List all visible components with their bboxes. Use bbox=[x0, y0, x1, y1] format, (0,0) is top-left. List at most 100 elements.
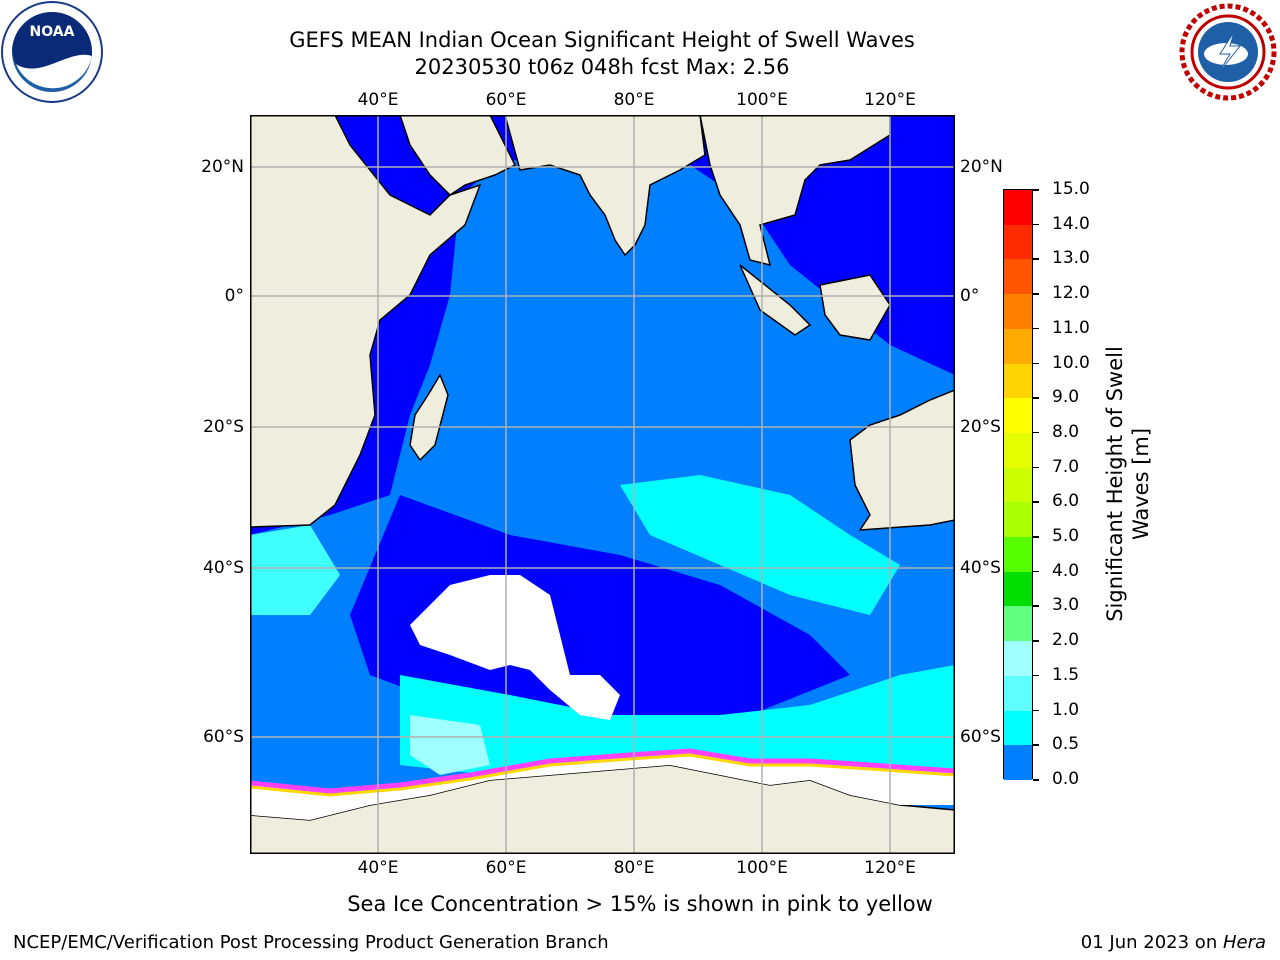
colorbar-segment bbox=[1004, 432, 1032, 469]
colorbar-tick bbox=[1033, 779, 1039, 781]
colorbar-tick-label: 13.0 bbox=[1052, 248, 1090, 269]
colorbar-segment bbox=[1004, 675, 1032, 712]
footer-host: Hera bbox=[1222, 932, 1266, 953]
colorbar-tick bbox=[1033, 223, 1039, 226]
lat-label-left: 60°S bbox=[203, 727, 244, 747]
colorbar-tick-label: 8.0 bbox=[1052, 421, 1080, 442]
colorbar-segment bbox=[1004, 224, 1032, 260]
lat-label-right: 60°S bbox=[960, 727, 1001, 747]
colorbar-label-line2: Waves [m] bbox=[1129, 427, 1153, 541]
colorbar-tick-label: 11.0 bbox=[1052, 317, 1090, 338]
swell-band-1-1-5-south bbox=[400, 665, 955, 775]
colorbar-tick-label: 3.0 bbox=[1052, 595, 1080, 616]
india bbox=[504, 115, 706, 257]
colorbar-segment bbox=[1004, 571, 1032, 607]
colorbar-segment bbox=[1004, 467, 1032, 503]
graticule bbox=[250, 115, 955, 854]
colorbar-tick-label: 10.0 bbox=[1052, 352, 1090, 373]
swell-band-1-1-5 bbox=[620, 475, 900, 615]
lat-label-right: 0° bbox=[960, 286, 980, 306]
swell-band-1-5-2 bbox=[250, 525, 340, 615]
colorbar-tick-label: 9.0 bbox=[1052, 387, 1080, 408]
lat-label-right: 20°N bbox=[960, 157, 1003, 177]
swell-band-1-south-strip bbox=[250, 695, 400, 785]
colorbar-tick-label: 0.5 bbox=[1052, 734, 1080, 755]
colorbar-tick bbox=[1033, 605, 1039, 607]
colorbar-segment bbox=[1004, 398, 1032, 434]
lon-label-top: 80°E bbox=[613, 90, 655, 110]
colorbar-segment bbox=[1004, 190, 1032, 226]
lon-label-bottom: 100°E bbox=[736, 858, 788, 878]
colorbar-tick bbox=[1033, 744, 1039, 746]
colorbar-tick bbox=[1033, 709, 1039, 712]
svg-text:NOAA: NOAA bbox=[30, 24, 75, 40]
colorbar-tick bbox=[1033, 258, 1039, 260]
lon-label-top: 60°E bbox=[485, 90, 527, 110]
arabia bbox=[399, 115, 517, 196]
lon-label-bottom: 40°E bbox=[357, 858, 399, 878]
lon-label-top: 40°E bbox=[357, 90, 399, 110]
lat-label-left: 20°N bbox=[201, 157, 244, 177]
colorbar-tick bbox=[1033, 466, 1039, 469]
lat-label-right: 40°S bbox=[960, 558, 1001, 578]
colorbar-segment bbox=[1004, 606, 1032, 642]
colorbar-tick-label: 15.0 bbox=[1052, 179, 1090, 199]
colorbar-label-line1: Significant Height of Swell bbox=[1103, 346, 1127, 622]
footer-date: 01 Jun 2023 on Hera bbox=[1081, 932, 1266, 954]
colorbar-segment bbox=[1004, 363, 1032, 399]
colorbar-tick bbox=[1033, 501, 1039, 503]
colorbar-tick-label: 0.0 bbox=[1052, 769, 1080, 789]
colorbar-tick bbox=[1033, 536, 1039, 538]
swell-band-deep-south bbox=[350, 495, 850, 725]
colorbar-tick-label: 2.0 bbox=[1052, 630, 1080, 651]
lat-label-left: 40°S bbox=[203, 558, 244, 578]
se-asia bbox=[699, 115, 891, 267]
colorbar-tick-label: 1.5 bbox=[1052, 664, 1080, 685]
sumatra bbox=[739, 264, 812, 336]
colorbar-tick-label: 14.0 bbox=[1052, 213, 1090, 234]
colorbar-tick bbox=[1033, 640, 1039, 642]
colorbar-segment bbox=[1004, 710, 1032, 746]
ice-shelf-band bbox=[250, 755, 955, 820]
footer-credit: NCEP/EMC/Verification Post Processing Pr… bbox=[13, 932, 609, 953]
noaa-logo: NOAA bbox=[1, 1, 103, 103]
lon-label-bottom: 120°E bbox=[864, 858, 916, 878]
lon-label-bottom: 80°E bbox=[613, 858, 655, 878]
colorbar-tick-label: 4.0 bbox=[1052, 560, 1080, 581]
madagascar bbox=[409, 373, 449, 462]
colorbar-tick-label: 7.0 bbox=[1052, 456, 1080, 477]
colorbar-tick-label: 5.0 bbox=[1052, 526, 1080, 547]
colorbar-tick-label: 6.0 bbox=[1052, 491, 1080, 512]
colorbar-tick bbox=[1033, 189, 1039, 191]
lat-label-left: 20°S bbox=[203, 417, 244, 437]
sea-ice-edge bbox=[250, 748, 955, 797]
lat-label-left: 0° bbox=[224, 286, 244, 306]
nws-logo bbox=[1178, 2, 1278, 102]
lat-label-right: 20°S bbox=[960, 417, 1001, 437]
map-subtitle: 20230530 t06z 048h fcst Max: 2.56 bbox=[414, 55, 790, 79]
colorbar-tick bbox=[1033, 327, 1039, 330]
sea-ice-caption: Sea Ice Concentration > 15% is shown in … bbox=[347, 892, 933, 916]
colorbar-segment bbox=[1004, 259, 1032, 295]
colorbar-axis-label: Significant Height of Swell Waves [m] bbox=[1102, 346, 1154, 622]
australia bbox=[849, 389, 955, 531]
africa bbox=[250, 115, 482, 528]
colorbar-segment bbox=[1004, 502, 1032, 538]
map-frame bbox=[250, 115, 955, 854]
colorbar-tick-label: 1.0 bbox=[1052, 699, 1080, 720]
lon-label-top: 120°E bbox=[864, 90, 916, 110]
colorbar-segment bbox=[1004, 328, 1032, 365]
ice-kerguelen-region bbox=[410, 575, 620, 720]
colorbar-segment bbox=[1004, 745, 1032, 781]
colorbar bbox=[1003, 189, 1033, 781]
swell-band-2-3 bbox=[410, 715, 490, 775]
colorbar-tick bbox=[1033, 293, 1039, 295]
lon-label-top: 100°E bbox=[736, 90, 788, 110]
colorbar-segment bbox=[1004, 537, 1032, 573]
colorbar-tick bbox=[1033, 674, 1039, 677]
colorbar-segment bbox=[1004, 294, 1032, 330]
footer-date-text: 01 Jun 2023 on bbox=[1080, 932, 1223, 953]
map-title: GEFS MEAN Indian Ocean Significant Heigh… bbox=[289, 28, 915, 52]
colorbar-tick bbox=[1033, 397, 1039, 399]
colorbar-segment bbox=[1004, 641, 1032, 677]
